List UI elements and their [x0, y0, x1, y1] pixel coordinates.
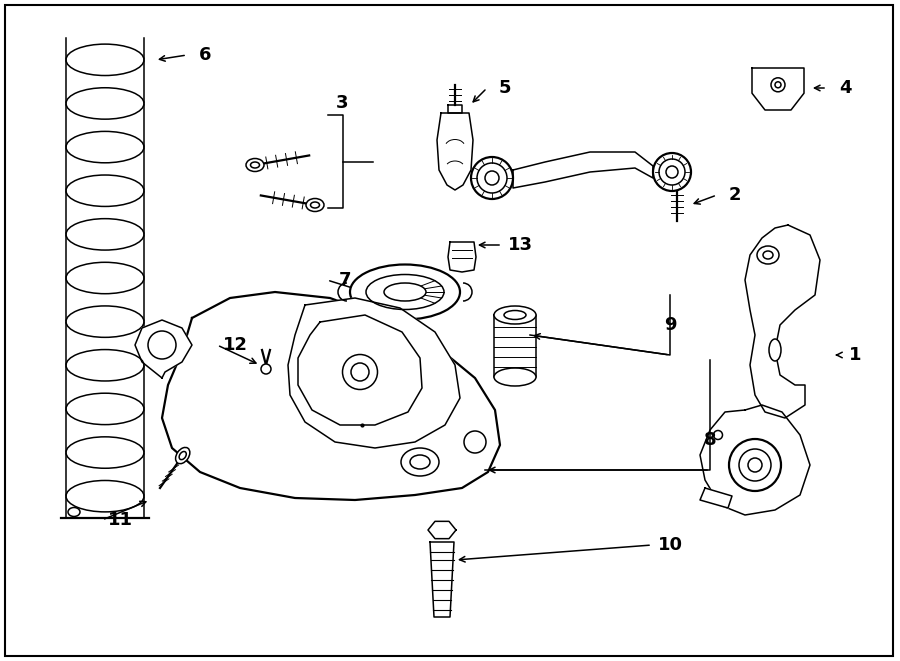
Polygon shape [513, 152, 653, 188]
Text: 4: 4 [839, 79, 851, 97]
Polygon shape [437, 113, 473, 190]
Polygon shape [135, 320, 192, 378]
Polygon shape [288, 298, 460, 448]
Ellipse shape [464, 431, 486, 453]
Ellipse shape [350, 264, 460, 319]
Ellipse shape [757, 246, 779, 264]
Ellipse shape [653, 153, 691, 191]
Ellipse shape [659, 159, 685, 185]
Text: 13: 13 [508, 236, 533, 254]
Ellipse shape [306, 198, 324, 212]
Polygon shape [448, 242, 476, 272]
Ellipse shape [504, 311, 526, 319]
Ellipse shape [494, 306, 536, 324]
Polygon shape [752, 68, 804, 110]
Ellipse shape [366, 274, 444, 309]
Ellipse shape [343, 354, 377, 389]
Ellipse shape [714, 430, 723, 440]
Polygon shape [494, 315, 536, 377]
Ellipse shape [485, 171, 499, 185]
Polygon shape [745, 225, 820, 418]
Ellipse shape [179, 451, 186, 459]
Ellipse shape [769, 339, 781, 361]
Text: 1: 1 [849, 346, 861, 364]
Ellipse shape [771, 78, 785, 92]
Polygon shape [448, 105, 462, 113]
Ellipse shape [748, 458, 762, 472]
Ellipse shape [729, 439, 781, 491]
Ellipse shape [494, 368, 536, 386]
Ellipse shape [477, 163, 507, 193]
Text: 9: 9 [664, 316, 676, 334]
Ellipse shape [148, 331, 176, 359]
Polygon shape [700, 405, 810, 515]
Polygon shape [430, 542, 454, 617]
Polygon shape [428, 522, 456, 539]
Ellipse shape [401, 448, 439, 476]
Ellipse shape [384, 283, 426, 301]
Polygon shape [700, 488, 732, 508]
Ellipse shape [351, 363, 369, 381]
Ellipse shape [246, 159, 264, 171]
Ellipse shape [410, 455, 430, 469]
Ellipse shape [250, 162, 259, 168]
Ellipse shape [666, 166, 678, 178]
Text: 3: 3 [336, 94, 348, 112]
Polygon shape [298, 315, 422, 425]
Text: 2: 2 [729, 186, 742, 204]
Ellipse shape [763, 251, 773, 259]
Ellipse shape [739, 449, 771, 481]
Text: 5: 5 [499, 79, 511, 97]
Ellipse shape [471, 157, 513, 199]
Polygon shape [162, 292, 500, 500]
Text: 10: 10 [658, 536, 682, 554]
Ellipse shape [310, 202, 320, 208]
Text: 11: 11 [107, 511, 132, 529]
Text: 8: 8 [704, 431, 716, 449]
Ellipse shape [775, 82, 781, 88]
Text: 7: 7 [338, 271, 351, 289]
Text: 6: 6 [199, 46, 212, 64]
Ellipse shape [68, 508, 80, 516]
Ellipse shape [261, 364, 271, 374]
Text: 12: 12 [222, 336, 248, 354]
Ellipse shape [176, 447, 190, 464]
